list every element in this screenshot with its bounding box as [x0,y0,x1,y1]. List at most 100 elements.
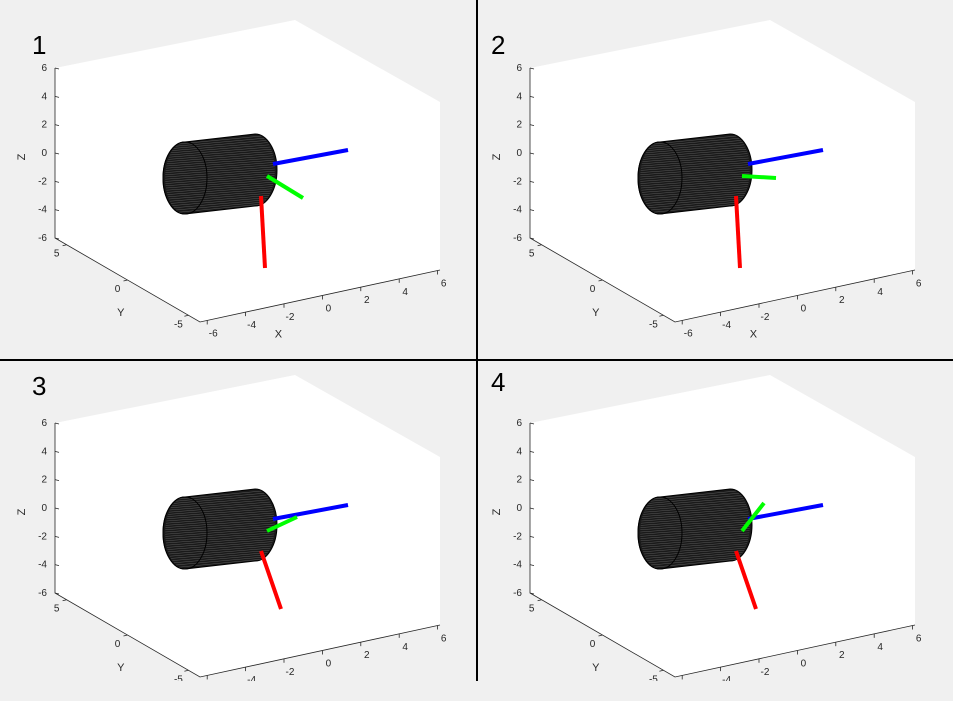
x-tick-label: 6 [441,634,447,645]
panel-number: 4 [491,367,506,397]
z-tick-mark [54,180,60,183]
z-tick-label: 6 [41,418,47,429]
z-tick-mark [54,237,60,240]
y-axis-label: Y [117,307,125,319]
z-tick-label: -4 [513,560,522,571]
cylinder [637,133,753,215]
z-tick-mark [54,564,60,567]
x-tick-label: -4 [722,675,731,681]
x-tick-label: 2 [839,650,845,661]
axes-lines [54,67,441,325]
y-tick-label: 5 [529,604,535,615]
z-axis-label: Z [16,508,28,515]
y-axis-arrow [741,174,777,180]
x-tick-label: 2 [839,295,845,306]
z-tick-label: 2 [516,475,522,486]
y-tick-label: 0 [115,639,121,650]
x-tick-label: 0 [801,658,807,669]
x-axis-arrow [734,550,758,610]
y-tick-mark [62,599,67,602]
z-tick-label: -6 [38,233,47,244]
horizontal-divider [0,359,953,361]
y-tick-label: -5 [649,674,658,681]
x-tick-label: -2 [761,312,770,323]
z-tick-label: 0 [516,148,522,159]
panel-number: 3 [32,371,47,401]
x-tick-label: 6 [441,279,447,290]
z-axis-arrow [747,503,824,521]
x-tick-label: 4 [877,287,883,298]
y-tick-label: 5 [529,249,535,260]
x-tick-label: -4 [247,320,256,331]
y-tick-label: 0 [590,284,596,295]
y-tick-mark [659,314,664,317]
y-axis-arrow [265,174,305,200]
cylinder [162,488,278,570]
x-tick-label: 4 [402,287,408,298]
x-tick-label: 6 [916,279,922,290]
z-tick-label: 4 [41,446,47,457]
z-tick-label: 4 [41,91,47,102]
y-axis-label: Y [117,662,125,674]
y-tick-mark [537,244,542,247]
z-tick-mark [54,592,60,595]
z-tick-label: -2 [513,531,522,542]
z-tick-mark [529,422,535,425]
y-tick-label: 0 [115,284,121,295]
y-axis-arrow [740,501,766,533]
z-axis-arrow [272,148,349,166]
y-tick-label: 5 [54,249,60,260]
vertical-divider [476,0,478,681]
y-axis-arrow [266,515,298,533]
cylinder [637,488,753,570]
y-tick-mark [537,599,542,602]
x-tick-label: -6 [209,328,218,339]
z-tick-mark [529,564,535,567]
y-tick-label: -5 [649,319,658,330]
z-tick-label: 4 [516,91,522,102]
x-axis-label: X [275,328,283,340]
cylinder [162,133,278,215]
z-tick-label: -2 [513,176,522,187]
y-axis-label: Y [592,307,600,319]
coordinate-frame [734,148,824,269]
z-tick-label: -6 [38,588,47,599]
x-tick-label: -6 [684,328,693,339]
axes-lines [529,422,916,680]
x-axis-label: X [750,328,758,340]
z-tick-mark [529,124,535,127]
coordinate-frame [259,148,349,269]
z-tick-label: 6 [516,418,522,429]
y-tick-mark [598,279,603,282]
z-tick-mark [529,237,535,240]
z-tick-label: -4 [38,205,47,216]
x-tick-label: -2 [286,312,295,323]
z-tick-mark [529,152,535,155]
axes-lines [54,422,441,680]
x-tick-label: -4 [722,320,731,331]
z-axis-arrow [272,503,349,521]
y-tick-mark [62,244,67,247]
panel-number: 1 [32,30,47,60]
x-tick-label: -2 [286,667,295,678]
z-tick-mark [529,95,535,98]
y-tick-label: 0 [590,639,596,650]
z-tick-label: 2 [41,120,47,131]
y-axis-label: Y [592,662,600,674]
y-tick-label: -5 [174,674,183,681]
x-tick-label: 6 [916,634,922,645]
panel-2: 2 6 4 2 0 -2 -4 -6 Z 5 0 -5 Y -6 -4 -2 0 2 4 6 X [477,0,953,340]
z-tick-label: 0 [41,148,47,159]
z-tick-label: -2 [38,176,47,187]
x-axis-arrow [259,550,283,610]
x-tick-label: 0 [326,658,332,669]
y-tick-mark [123,279,128,282]
z-tick-mark [54,124,60,127]
x-tick-label: 4 [877,642,883,653]
z-tick-label: 6 [41,63,47,74]
z-tick-mark [529,450,535,453]
